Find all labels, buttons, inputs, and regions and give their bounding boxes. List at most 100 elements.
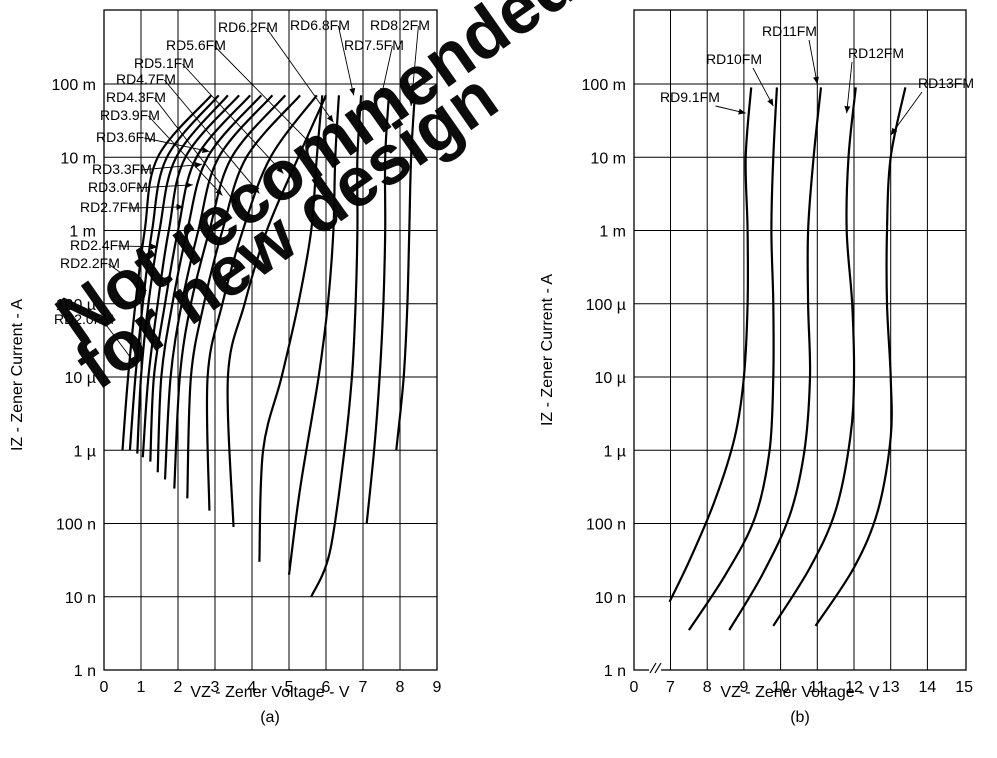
arrowhead-rd2-0fm (128, 356, 136, 365)
panel-b-subtitle: (b) (790, 709, 810, 726)
label-rd7-5fm: RD7.5FM (344, 37, 404, 53)
leader-line-rd6-2fm (266, 27, 334, 123)
arrowhead-rd2-4fm (150, 243, 158, 250)
label-rd3-3fm: RD3.3FM (92, 161, 152, 177)
panel-b-x-tick-label: 14 (919, 679, 937, 696)
curve-rd7-5fm (365, 95, 390, 524)
panel-a-curves (121, 94, 416, 598)
label-rd5-6fm: RD5.6FM (166, 37, 226, 53)
panel-a-y-tick-label: 100 µ (56, 297, 96, 314)
arrowhead-rd4-3fm (230, 198, 238, 206)
panel-a-x-tick-label: 5 (285, 679, 294, 696)
axis-break-slash (649, 662, 657, 674)
curve-rd12fm (772, 87, 857, 627)
label-rd3-0fm: RD3.0FM (88, 179, 148, 195)
leader-line-rd3-0fm (136, 184, 193, 189)
arrowhead-rd5-1fm (276, 166, 284, 174)
arrowhead-rd2-2fm (139, 284, 147, 291)
panel-a-x-tick-label: 8 (396, 679, 405, 696)
label-rd2-4fm: RD2.4FM (70, 237, 130, 253)
arrowhead-rd12fm (844, 105, 851, 114)
leader-line-rd3-9fm (148, 115, 223, 196)
panel-b-x-tick-label: 9 (739, 679, 748, 696)
curve-rd3-9fm (173, 94, 287, 489)
arrowhead-rd3-3fm (194, 162, 203, 168)
curve-rd6-8fm (310, 95, 363, 598)
label-rd3-6fm: RD3.6FM (96, 129, 156, 145)
label-rd3-9fm: RD3.9FM (100, 107, 160, 123)
leader-line-rd2-7fm (128, 206, 184, 209)
panel-a-x-tick-label: 2 (174, 679, 183, 696)
label-rd13fm: RD13FM (918, 75, 974, 91)
arrowhead-rd8-2fm (408, 98, 415, 107)
panel-b-y-tick-label: 10 m (590, 150, 626, 167)
curve-rd3-0fm (149, 94, 252, 462)
panel-b-x-tick-label: 7 (666, 679, 675, 696)
panel-a-y-tick-label: 1 µ (73, 443, 96, 460)
label-rd2-2fm: RD2.2FM (60, 255, 120, 271)
curve-rd2-4fm (136, 94, 229, 454)
leader-line-rd2-2fm (108, 263, 147, 292)
curve-rd2-2fm (128, 94, 220, 451)
panel-b-y-tick-label: 10 n (595, 590, 626, 607)
label-rd6-8fm: RD6.8FM (290, 17, 350, 33)
leader-line-rd8-2fm (410, 25, 419, 107)
arrowhead-rd3-9fm (215, 188, 223, 196)
curve-rd5-6fm (258, 95, 324, 562)
panel-b-x-tick-label: 10 (772, 679, 790, 696)
panel-b-y-tick-label: 1 m (599, 224, 626, 241)
panel-b-y-tick-label: 10 µ (595, 370, 626, 387)
leader-line-rd5-1fm (182, 63, 284, 174)
leader-line-rd2-0fm (102, 319, 136, 365)
panel-b-y-tick-labels: 1 n 10 n 100 n 1 µ 10 µ 100 µ 1 m 10 m 100 m (582, 77, 626, 680)
arrowhead-rd3-6fm (201, 147, 210, 153)
curve-rd4-7fm (205, 94, 318, 511)
curve-rd6-2fm (287, 95, 340, 575)
label-rd4-7fm: RD4.7FM (116, 71, 176, 87)
curve-rd2-7fm (141, 94, 240, 458)
leader-line-rd4-3fm (154, 97, 238, 206)
arrowhead-rd6-2fm (326, 114, 334, 123)
arrowhead-rd11fm (813, 76, 819, 84)
label-rd5-1fm: RD5.1FM (134, 55, 194, 71)
axis-break-gap (649, 662, 661, 676)
label-rd9-1fm: RD9.1FM (660, 89, 720, 105)
arrowhead-rd13fm (890, 127, 898, 136)
arrowhead-rd3-0fm (185, 182, 193, 189)
panel-a-subtitle: (a) (260, 709, 280, 726)
leader-line-rd10fm (752, 67, 774, 107)
panel-b-y-tick-label: 100 n (586, 517, 626, 534)
panel-a-y-tick-label: 10 m (60, 150, 96, 167)
panel-b-y-axis-title: IZ - Zener Current - A (539, 274, 556, 426)
curve-rd8-2fm (395, 95, 416, 451)
panel-b-x-tick-label: 13 (882, 679, 900, 696)
panel-a-y-tick-label: 1 m (69, 224, 96, 241)
arrowhead-rd6-8fm (349, 87, 356, 96)
panel-a-y-tick-label: 1 n (74, 663, 96, 680)
curve-rd2-0fm (121, 94, 213, 451)
panel-a-curve-labels: RD2.0FM RD2.2FM RD2.4FM RD2.7FM RD3.0FM RD3.3… (54, 17, 430, 365)
curve-rd5-1fm (226, 94, 328, 527)
panel-a-y-tick-label: 10 n (65, 590, 96, 607)
panel-b-y-tick-label: 1 µ (603, 443, 626, 460)
curve-rd10fm (687, 87, 778, 631)
panel-a-x-tick-label: 9 (433, 679, 442, 696)
label-rd11fm: RD11FM (762, 23, 817, 39)
curve-rd11fm (728, 87, 823, 631)
panel-b-axis-break-marker (649, 662, 662, 676)
panel-a-grid (103, 9, 438, 671)
panel-b-y-tick-label: 100 m (582, 77, 626, 94)
panel-b-x-tick-label: 11 (809, 679, 826, 696)
panel-a-x-tick-labels: 0 1 2 3 4 5 6 7 8 9 (100, 679, 442, 696)
panel-b-x-tick-label: 0 (630, 679, 639, 696)
panel-a-x-tick-label: 0 (100, 679, 109, 696)
panel-a-y-tick-labels: 1 n 10 n 100 n 1 µ 10 µ 100 µ 1 m 10 m 100 m (52, 77, 96, 680)
arrowhead-rd5-6fm (304, 137, 312, 145)
label-rd12fm: RD12FM (848, 45, 904, 61)
panel-a-y-tick-label: 10 µ (65, 370, 96, 387)
arrowhead-rd4-7fm (252, 186, 260, 194)
label-rd2-7fm: RD2.7FM (80, 199, 140, 215)
leader-line-rd3-3fm (140, 163, 203, 171)
label-rd6-2fm: RD6.2FM (218, 19, 278, 35)
